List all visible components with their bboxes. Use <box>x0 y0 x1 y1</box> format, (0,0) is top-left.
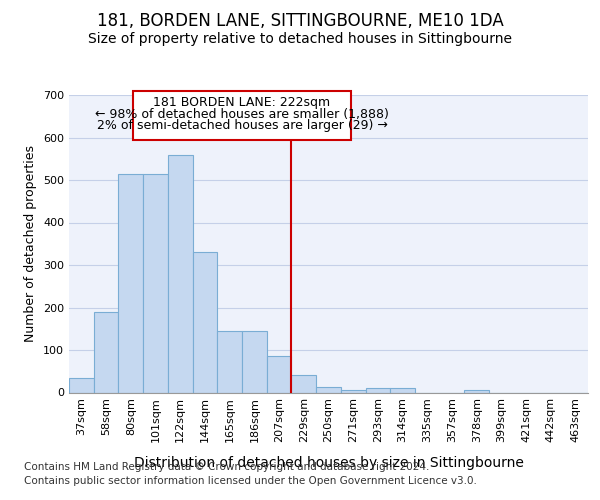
Bar <box>316 388 341 392</box>
Text: Contains HM Land Registry data © Crown copyright and database right 2024.: Contains HM Land Registry data © Crown c… <box>24 462 430 472</box>
Bar <box>133 91 351 140</box>
Bar <box>267 356 292 392</box>
X-axis label: Distribution of detached houses by size in Sittingbourne: Distribution of detached houses by size … <box>134 456 523 470</box>
Bar <box>390 388 415 392</box>
Bar <box>341 390 365 392</box>
Bar <box>242 331 267 392</box>
Y-axis label: Number of detached properties: Number of detached properties <box>25 145 37 342</box>
Bar <box>69 378 94 392</box>
Bar <box>118 174 143 392</box>
Text: Contains public sector information licensed under the Open Government Licence v3: Contains public sector information licen… <box>24 476 477 486</box>
Bar <box>94 312 118 392</box>
Bar <box>193 252 217 392</box>
Bar <box>292 374 316 392</box>
Bar <box>464 390 489 392</box>
Text: ← 98% of detached houses are smaller (1,888): ← 98% of detached houses are smaller (1,… <box>95 108 389 120</box>
Text: 2% of semi-detached houses are larger (29) →: 2% of semi-detached houses are larger (2… <box>97 119 388 132</box>
Text: 181, BORDEN LANE, SITTINGBOURNE, ME10 1DA: 181, BORDEN LANE, SITTINGBOURNE, ME10 1D… <box>97 12 503 30</box>
Bar <box>168 154 193 392</box>
Bar <box>143 174 168 392</box>
Text: Size of property relative to detached houses in Sittingbourne: Size of property relative to detached ho… <box>88 32 512 46</box>
Text: 181 BORDEN LANE: 222sqm: 181 BORDEN LANE: 222sqm <box>154 96 331 109</box>
Bar <box>365 388 390 392</box>
Bar <box>217 331 242 392</box>
